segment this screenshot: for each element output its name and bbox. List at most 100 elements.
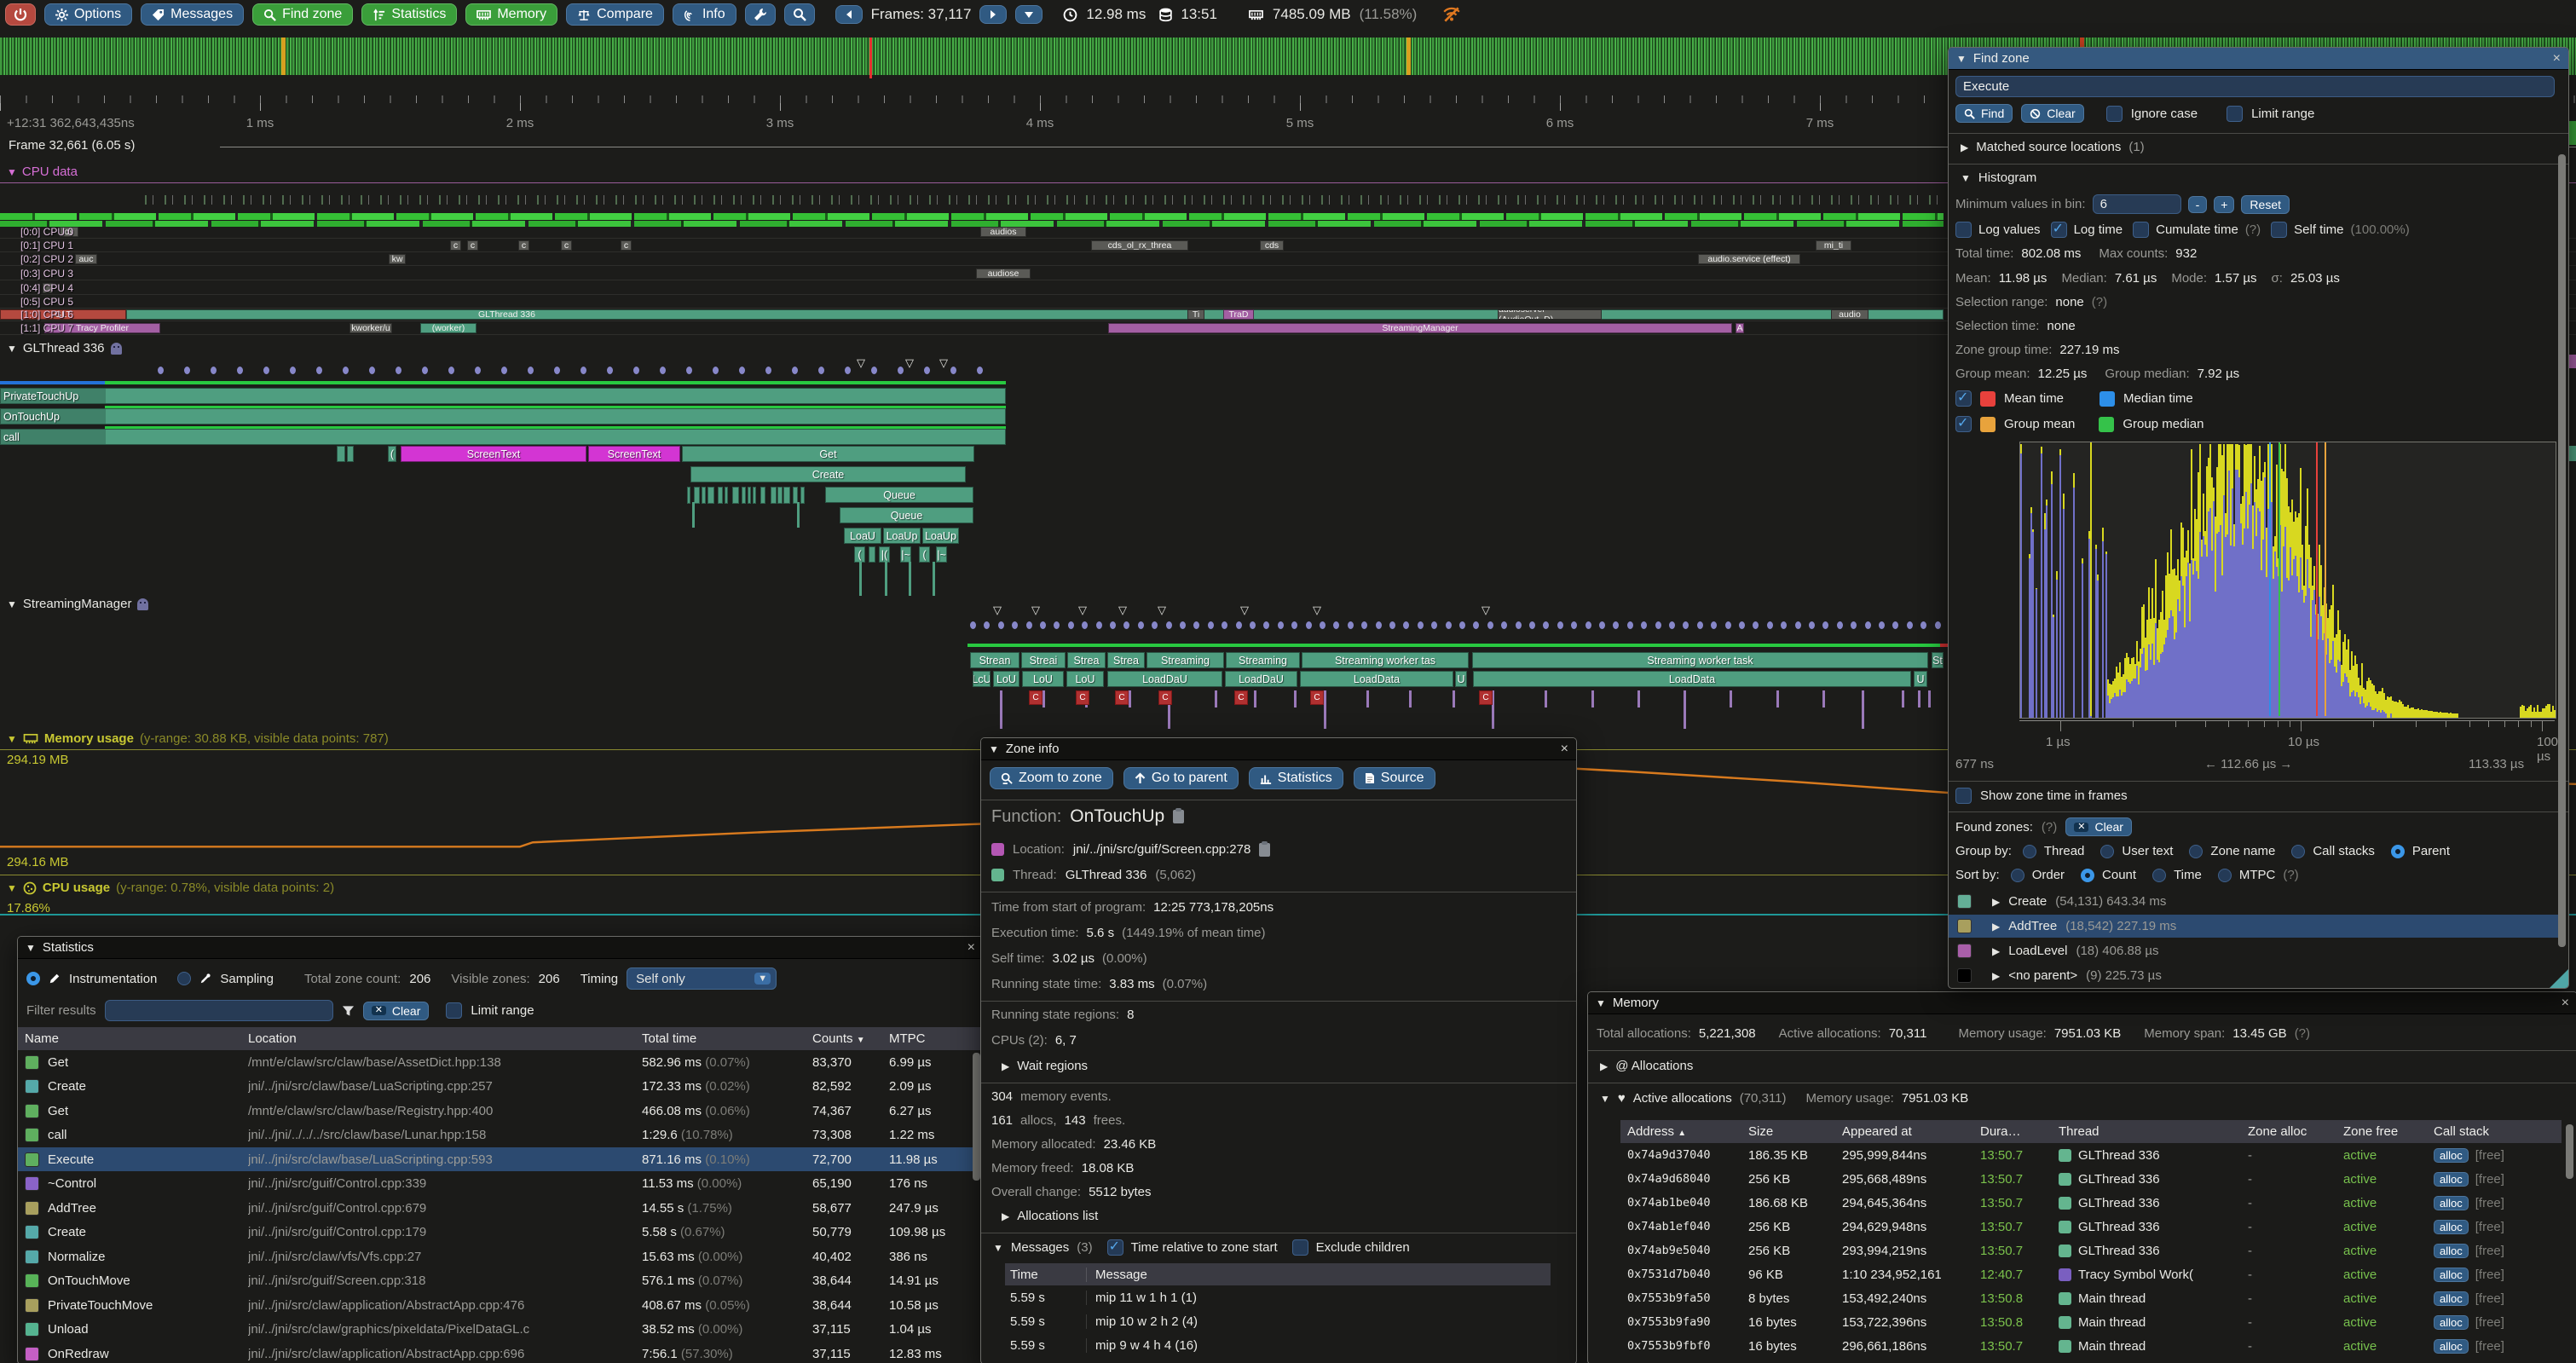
message-dot[interactable] [316, 367, 322, 374]
alloc-button[interactable]: alloc [2434, 1219, 2469, 1234]
zone-bar[interactable]: St [1932, 652, 1944, 668]
zone-c-mark[interactable]: C [1029, 690, 1043, 705]
zone-bar[interactable]: ScreenText [588, 446, 680, 462]
cpu-zone-box[interactable]: c [518, 240, 529, 251]
message-dot[interactable] [1320, 621, 1326, 629]
stats-table-row[interactable]: call jni/../jni/../../../src/claw/base/Lu… [18, 1123, 981, 1147]
message-dot[interactable] [1739, 621, 1745, 629]
message-dot[interactable] [660, 367, 666, 374]
stats-table-row[interactable]: Execute jni/../jni/src/claw/base/LuaScrip… [18, 1147, 981, 1171]
sort-by-radio-count[interactable] [2081, 868, 2095, 882]
message-dot[interactable] [1025, 621, 1032, 629]
zone-bar-private-touch-up[interactable]: PrivateTouchUp [0, 388, 1006, 404]
memory-usage-header[interactable]: ▼ Memory usage (y-range: 30.88 KB, visib… [7, 731, 389, 746]
exclude-children-checkbox[interactable] [1291, 1239, 1308, 1256]
message-dot[interactable] [1794, 621, 1801, 629]
message-dot[interactable] [211, 367, 217, 374]
cpu-zone-box[interactable]: mi_ti [1816, 240, 1851, 251]
close-icon[interactable]: × [1560, 741, 1568, 756]
col-address[interactable]: Address ▲ [1627, 1124, 1687, 1139]
zone-c-mark[interactable]: C [1158, 690, 1172, 705]
zone-bar[interactable]: Queue [840, 507, 973, 523]
expand-icon[interactable]: ▶ [1992, 920, 2001, 933]
message-dot[interactable] [1431, 621, 1438, 629]
message-dot[interactable] [1724, 621, 1731, 629]
zone-bar[interactable] [869, 546, 875, 563]
message-dot[interactable] [580, 367, 586, 374]
zone-bar[interactable]: LcU [973, 671, 991, 687]
message-dot[interactable] [1165, 621, 1172, 629]
message-dot[interactable] [1095, 621, 1102, 629]
cpu-core-row[interactable]: auc kw audio.service (effect) [0:2] CPU 2 [0, 253, 2576, 266]
message-dot[interactable] [1809, 621, 1815, 629]
group-by-radio-call-stacks[interactable] [2291, 844, 2306, 858]
memory-table-row[interactable]: 0x7553b9fa90 16 bytes 153,722,396ns 13:50.8… [1620, 1310, 2562, 1334]
message-row[interactable]: 5.59 s mip 10 w 2 h 2 (4) [1005, 1309, 1551, 1333]
cpu-zone-box[interactable]: (worker) [420, 323, 477, 333]
cpu-zone-box[interactable] [43, 283, 53, 293]
message-dot[interactable] [1585, 621, 1591, 629]
cpu-zone-box[interactable]: c [467, 240, 478, 251]
found-zone-row[interactable]: ▶ AddTree (18,542) 227.19 ms [1949, 915, 2565, 938]
message-dot[interactable] [1920, 621, 1927, 629]
cpu-core-row[interactable]: os audios [0:0] CPU 0 [0, 226, 2576, 239]
prev-frame-button[interactable] [835, 5, 863, 24]
zone-bar[interactable]: Streaming worker task [1472, 652, 1928, 668]
increment-button[interactable]: + [2214, 195, 2235, 213]
message-dot[interactable] [633, 367, 639, 374]
message-dot[interactable] [1361, 621, 1368, 629]
message-dot[interactable] [369, 367, 375, 374]
zone-c-mark[interactable]: C [1310, 690, 1324, 705]
message-dot[interactable] [1626, 621, 1633, 629]
tools-button[interactable] [744, 3, 776, 26]
clipboard-icon[interactable] [1259, 840, 1271, 857]
clear-button[interactable]: Clear [2021, 104, 2084, 123]
message-dot[interactable] [765, 367, 771, 374]
self-time-checkbox[interactable] [2271, 222, 2288, 238]
message-dot[interactable] [1571, 621, 1578, 629]
sort-by-radio-order[interactable] [2010, 868, 2024, 882]
resize-grip[interactable] [2550, 969, 2568, 988]
alloc-button[interactable]: alloc [2434, 1338, 2469, 1354]
message-dot[interactable] [1067, 621, 1074, 629]
alloc-button[interactable]: alloc [2434, 1147, 2469, 1163]
zone-marker-icon[interactable]: ▽ [1118, 604, 1127, 616]
message-dot[interactable] [1180, 621, 1186, 629]
zone-bar-call[interactable]: call [0, 429, 1006, 445]
micro-zone[interactable] [732, 487, 739, 504]
message-dot[interactable] [1906, 621, 1913, 629]
statistics-scrollbar[interactable] [973, 1053, 980, 1181]
help-icon[interactable]: (?) [2041, 819, 2058, 835]
message-dot[interactable] [1250, 621, 1256, 629]
memory-table-row[interactable]: 0x74ab1ef040 256 KB 294,629,948ns 13:50.7 GL… [1620, 1215, 2562, 1239]
col-appeared[interactable]: Appeared at [1842, 1124, 1912, 1139]
cpu-core-row[interactable]: [0:5] CPU 5 [0, 296, 2576, 309]
zone-bar[interactable]: ( [388, 446, 396, 462]
stats-table-row[interactable]: AddTree jni/../jni/src/guif/Control.cpp:6… [18, 1196, 981, 1220]
message-dot[interactable] [1235, 621, 1242, 629]
message-dot[interactable] [818, 367, 824, 374]
message-dot[interactable] [845, 367, 851, 374]
zone-bar[interactable]: LoaUp [922, 528, 959, 544]
cpu-core-row[interactable]: Tracy Profiler kworker/u (worker) Streaming… [0, 322, 2576, 335]
expand-icon[interactable]: ▶ [1992, 895, 2001, 908]
zone-bar[interactable]: LoaU [844, 528, 881, 544]
min-bin-input[interactable]: 6 [2092, 194, 2181, 214]
instrumentation-radio[interactable] [26, 972, 40, 985]
micro-zone[interactable] [742, 487, 746, 504]
options-button[interactable]: Options [44, 3, 133, 26]
memory-table-header[interactable]: Address ▲ Size Appeared at Dura… Thread … [1620, 1120, 2562, 1143]
message-dot[interactable] [1781, 621, 1788, 629]
zone-marker-icon[interactable]: ▽ [1031, 604, 1040, 616]
ghost-icon[interactable] [137, 598, 149, 610]
zone-bar[interactable]: LoU [993, 671, 1019, 687]
limit-range-checkbox[interactable] [446, 1002, 463, 1019]
message-dot[interactable] [871, 367, 877, 374]
message-dot[interactable] [1613, 621, 1620, 629]
active-allocations-toggle[interactable]: ▼ ♥ Active allocations (70,311) Memory u… [1600, 1091, 1968, 1106]
zoom-to-zone-button[interactable]: Zoom to zone [990, 767, 1113, 789]
zone-bar[interactable]: LoadData [1473, 671, 1911, 687]
clipboard-icon[interactable] [1173, 808, 1185, 823]
cpu-zone-box[interactable]: c [561, 240, 572, 251]
message-dot[interactable] [1641, 621, 1648, 629]
